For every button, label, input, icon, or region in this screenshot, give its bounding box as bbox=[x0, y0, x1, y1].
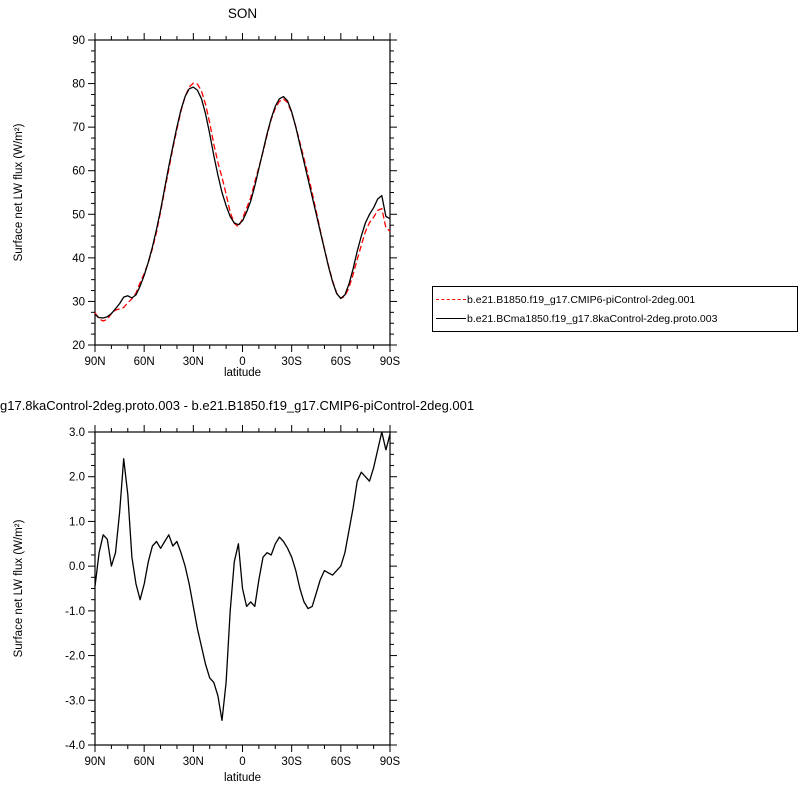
svg-text:90S: 90S bbox=[380, 756, 401, 768]
svg-text:0.0: 0.0 bbox=[69, 561, 85, 573]
legend-label-picontrol: b.e21.B1850.f19_g17.CMIP6-piControl-2deg… bbox=[467, 293, 696, 306]
legend-label-8kacontrol: b.e21.BCma1850.f19_g17.8kaControl-2deg.p… bbox=[467, 312, 718, 325]
svg-text:3.0: 3.0 bbox=[69, 427, 85, 439]
svg-text:60N: 60N bbox=[134, 756, 155, 768]
svg-text:30N: 30N bbox=[183, 756, 204, 768]
top-series-1-line bbox=[94, 86, 391, 319]
svg-text:90N: 90N bbox=[84, 356, 105, 368]
top-tick-marks bbox=[88, 33, 397, 352]
svg-text:-3.0: -3.0 bbox=[65, 695, 85, 707]
svg-text:60S: 60S bbox=[331, 756, 352, 768]
top-chart-title: SON bbox=[228, 6, 257, 21]
svg-text:-4.0: -4.0 bbox=[65, 740, 85, 752]
svg-text:30S: 30S bbox=[281, 756, 302, 768]
legend-item-8kacontrol: b.e21.BCma1850.f19_g17.8kaControl-2deg.p… bbox=[436, 313, 797, 325]
svg-text:90N: 90N bbox=[84, 756, 105, 768]
legend-item-picontrol: b.e21.B1850.f19_g17.CMIP6-piControl-2deg… bbox=[436, 294, 797, 306]
top-series-0-line bbox=[94, 82, 391, 322]
svg-text:0: 0 bbox=[239, 756, 245, 768]
legend-line-black-solid-sample bbox=[436, 318, 466, 319]
bottom-chart-title: g17.8kaControl-2deg.proto.003 - b.e21.B1… bbox=[0, 398, 474, 413]
top-tick-labels: 90N 60N 30N 0 30S 60S 90S 20 30 40 50 60 70 80 90 bbox=[72, 35, 400, 368]
svg-text:60: 60 bbox=[72, 166, 85, 178]
bottom-chart: 90N 60N 30N 0 30S 60S 90S -4.0 -3.0 -2.0 -1.0 0.0 1.… bbox=[0, 398, 474, 784]
bottom-tick-marks bbox=[88, 425, 397, 752]
svg-text:90: 90 bbox=[72, 35, 85, 47]
svg-text:30: 30 bbox=[72, 296, 85, 308]
top-plot-frame bbox=[94, 39, 391, 346]
svg-text:80: 80 bbox=[72, 79, 85, 91]
bottom-xlabel: latitude bbox=[224, 772, 261, 784]
svg-text:60S: 60S bbox=[331, 356, 352, 368]
svg-text:0: 0 bbox=[239, 356, 245, 368]
top-ylabel: Surface net LW flux (W/m²) bbox=[13, 123, 25, 261]
svg-text:1.0: 1.0 bbox=[69, 516, 85, 528]
svg-text:30S: 30S bbox=[281, 356, 302, 368]
svg-text:20: 20 bbox=[72, 340, 85, 352]
svg-text:50: 50 bbox=[72, 209, 85, 221]
svg-text:60N: 60N bbox=[134, 356, 155, 368]
svg-text:30N: 30N bbox=[183, 356, 204, 368]
svg-text:70: 70 bbox=[72, 122, 85, 134]
legend-box: b.e21.B1850.f19_g17.CMIP6-piControl-2deg… bbox=[432, 286, 798, 332]
top-xlabel: latitude bbox=[224, 367, 261, 379]
svg-text:2.0: 2.0 bbox=[69, 472, 85, 484]
svg-text:-2.0: -2.0 bbox=[65, 651, 85, 663]
bottom-tick-labels: 90N 60N 30N 0 30S 60S 90S -4.0 -3.0 -2.0 -1.0 0.0 1.… bbox=[65, 427, 400, 768]
top-chart: 90N 60N 30N 0 30S 60S 90S 20 30 40 50 60 70 80 90 SON la… bbox=[13, 6, 401, 379]
bottom-series-0-line bbox=[94, 431, 391, 722]
bottom-ylabel: Surface net LW flux (W/m²) bbox=[13, 519, 25, 657]
legend-line-red-dashed-sample bbox=[436, 299, 466, 300]
svg-text:90S: 90S bbox=[380, 356, 401, 368]
svg-text:-1.0: -1.0 bbox=[65, 606, 85, 618]
svg-text:40: 40 bbox=[72, 253, 85, 265]
